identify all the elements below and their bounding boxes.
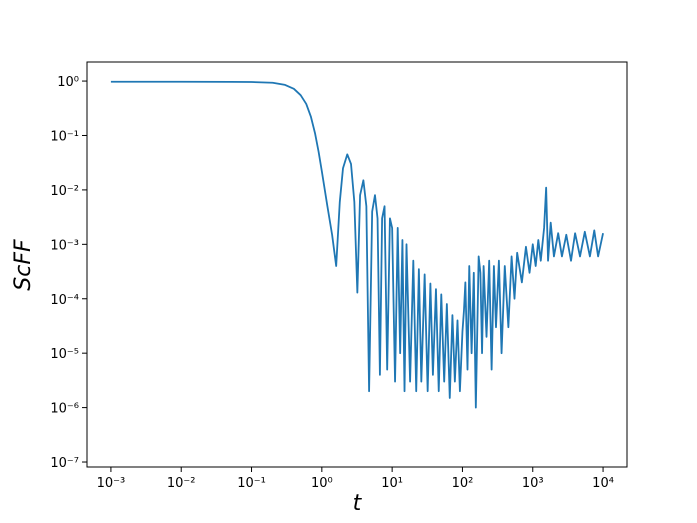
x-tick-label: 10⁻³ [97, 476, 126, 491]
data-line [110, 80, 604, 409]
x-tick-label: 10⁴ [592, 476, 614, 491]
x-tick-label: 10² [452, 476, 474, 491]
x-tick-label: 10⁻² [167, 476, 196, 491]
x-tick-label: 10³ [522, 476, 544, 491]
y-tick-label: 10⁻⁶ [50, 402, 79, 417]
y-tick-label: 10⁻⁵ [50, 347, 79, 362]
y-tick-label: 10⁻⁴ [50, 293, 79, 308]
x-tick-label: 10¹ [381, 476, 403, 491]
y-tick-label: 10⁻⁷ [50, 456, 79, 471]
x-tick-label: 10⁻¹ [237, 476, 266, 491]
y-tick-label: 10⁻¹ [50, 129, 79, 144]
y-tick-label: 10⁻² [50, 184, 79, 199]
plot-frame [86, 61, 628, 468]
y-tick-label: 10⁻³ [50, 238, 79, 253]
y-axis-title: ScFF [11, 239, 36, 291]
x-axis-title: t [353, 491, 363, 516]
y-tick-label: 10⁰ [57, 75, 79, 90]
x-tick-label: 10⁰ [311, 476, 333, 491]
